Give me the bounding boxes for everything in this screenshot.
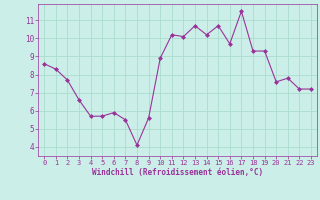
X-axis label: Windchill (Refroidissement éolien,°C): Windchill (Refroidissement éolien,°C) — [92, 168, 263, 177]
